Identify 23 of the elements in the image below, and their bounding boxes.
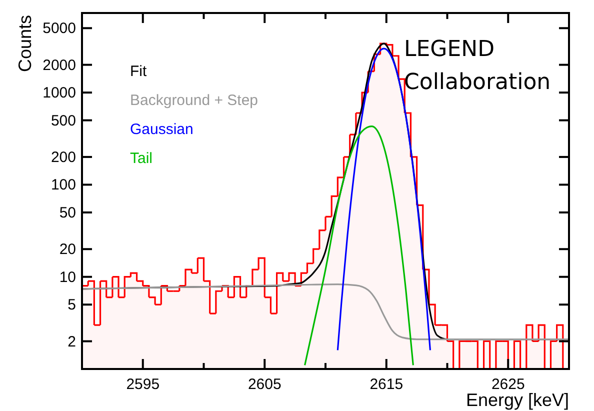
text: Tail	[130, 150, 153, 167]
y-tick-label: 5000	[42, 20, 76, 38]
y-tick-label: 20	[59, 241, 76, 258]
y-axis-title: Counts	[15, 15, 35, 72]
text: Gaussian	[130, 121, 194, 138]
x-tick-label: 2605	[248, 376, 282, 393]
y-tick-label: 500	[50, 112, 76, 130]
y-tick-label: 5	[68, 296, 76, 314]
y-tick-label: 50	[59, 204, 76, 222]
line-series	[304, 126, 414, 366]
text: Background + Step	[130, 92, 258, 109]
x-tick-label: 2615	[370, 376, 404, 393]
y-tick-label: 1000	[42, 84, 76, 102]
x-axis-title: Energy [keV]	[466, 390, 569, 410]
text: Fit	[130, 63, 148, 80]
y-tick-label: 10	[59, 268, 76, 286]
x-tick-label: 2595	[126, 376, 160, 393]
y-tick-label: 2000	[42, 56, 76, 74]
y-tick-label: 2	[68, 333, 76, 350]
line-series	[82, 284, 569, 340]
y-tick-label: 200	[50, 148, 76, 166]
x-tick-label: 2625	[491, 376, 525, 393]
y-tick-label: 100	[50, 176, 76, 194]
